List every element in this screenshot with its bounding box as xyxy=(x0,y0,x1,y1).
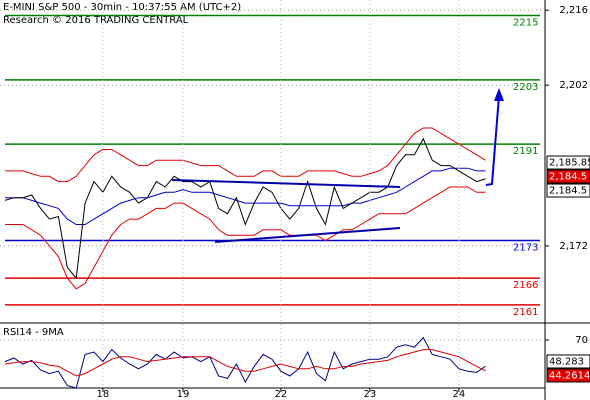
series-line xyxy=(4,137,486,280)
price-tag xyxy=(546,368,590,383)
price-tag-label: 2,184.5 xyxy=(549,172,587,183)
arrow-head xyxy=(494,88,504,101)
x-tick-label: 23 xyxy=(364,389,377,400)
price-tag xyxy=(546,155,590,170)
x-tick-label: 18 xyxy=(97,389,110,400)
level-label: 2166 xyxy=(513,280,538,291)
series-line xyxy=(4,349,486,377)
price-tag xyxy=(546,183,590,198)
y-tick-label: 2,172 xyxy=(559,241,588,252)
price-tag-label: 2,185.85 xyxy=(549,158,590,169)
price-tag xyxy=(546,169,590,184)
trend-line xyxy=(214,227,401,243)
price-tag-label: 44.2614 xyxy=(549,370,590,381)
series-line xyxy=(5,127,486,183)
series-line xyxy=(5,186,486,290)
level-label: 2203 xyxy=(513,82,538,93)
trend-line xyxy=(171,179,401,188)
price-tag-label: 48.283 xyxy=(549,356,584,367)
level-label: 2215 xyxy=(513,18,538,29)
level-label: 2191 xyxy=(513,146,538,157)
level-label: 2161 xyxy=(513,307,538,318)
y-tick-label: 2,202 xyxy=(559,80,588,91)
price-tag xyxy=(546,354,590,369)
y-tick-label: 70 xyxy=(575,335,588,346)
x-tick-label: 19 xyxy=(177,389,190,400)
price-tag-label: 2,184.5 xyxy=(549,186,587,197)
series-line xyxy=(5,167,486,225)
level-label: 2173 xyxy=(513,243,538,254)
panel-title: RSI14 - 9MA xyxy=(3,327,64,338)
chart-title: E-MINI S&P 500 - 30min - 10:37:55 AM (UT… xyxy=(3,2,241,13)
y-tick-label: 2,216 xyxy=(559,5,588,16)
chart-subtitle: Research © 2016 TRADING CENTRAL xyxy=(3,15,189,26)
x-tick-label: 24 xyxy=(453,389,466,400)
series-line xyxy=(4,336,486,389)
forecast-arrow xyxy=(485,95,500,186)
x-tick-label: 22 xyxy=(275,389,288,400)
